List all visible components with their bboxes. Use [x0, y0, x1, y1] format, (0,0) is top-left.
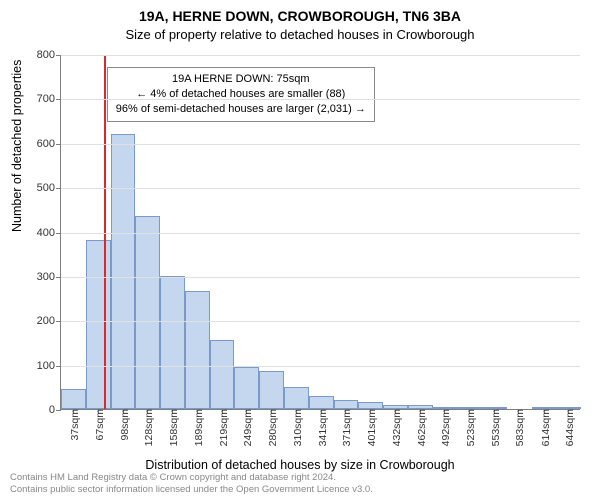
xtick-label: 401sqm: [362, 409, 378, 446]
gridline-h: [61, 233, 580, 234]
ytick-label: 700: [37, 93, 61, 105]
plot-area: 19A HERNE DOWN: 75sqm ← 4% of detached h…: [60, 55, 580, 410]
x-axis-label: Distribution of detached houses by size …: [0, 458, 600, 472]
xtick-label: 219sqm: [214, 409, 230, 446]
xtick-label: 249sqm: [238, 409, 254, 446]
footer-line1: Contains HM Land Registry data © Crown c…: [10, 472, 373, 484]
chart-container: { "chart": { "type": "histogram", "title…: [0, 0, 600, 500]
annotation-line1: 19A HERNE DOWN: 75sqm: [116, 72, 366, 87]
xtick-label: 341sqm: [313, 409, 329, 446]
xtick-label: 583sqm: [510, 409, 526, 446]
histogram-bar: [210, 340, 235, 409]
histogram-bar: [160, 276, 185, 409]
chart-subtitle: Size of property relative to detached ho…: [0, 25, 600, 43]
chart-title: 19A, HERNE DOWN, CROWBOROUGH, TN6 3BA: [0, 0, 600, 25]
xtick-label: 523sqm: [461, 409, 477, 446]
gridline-h: [61, 366, 580, 367]
xtick-label: 37sqm: [65, 409, 81, 441]
histogram-bar: [135, 216, 160, 409]
ytick-label: 400: [37, 227, 61, 239]
xtick-label: 644sqm: [560, 409, 576, 446]
xtick-label: 280sqm: [263, 409, 279, 446]
xtick-label: 462sqm: [412, 409, 428, 446]
xtick-label: 189sqm: [189, 409, 205, 446]
ytick-label: 800: [37, 49, 61, 61]
footer-line2: Contains public sector information licen…: [10, 484, 373, 496]
histogram-bar: [309, 396, 334, 409]
histogram-bar: [61, 389, 86, 409]
histogram-bar: [111, 134, 136, 409]
histogram-bar: [185, 291, 210, 409]
histogram-bar: [86, 240, 111, 409]
gridline-h: [61, 99, 580, 100]
xtick-label: 553sqm: [486, 409, 502, 446]
ytick-label: 200: [37, 315, 61, 327]
histogram-bar: [234, 367, 259, 409]
gridline-h: [61, 188, 580, 189]
ytick-label: 300: [37, 271, 61, 283]
xtick-label: 128sqm: [139, 409, 155, 446]
footer-attribution: Contains HM Land Registry data © Crown c…: [10, 472, 373, 496]
xtick-label: 371sqm: [337, 409, 353, 446]
ytick-label: 500: [37, 182, 61, 194]
ytick-label: 0: [49, 404, 61, 416]
gridline-h: [61, 144, 580, 145]
xtick-label: 614sqm: [536, 409, 552, 446]
gridline-h: [61, 277, 580, 278]
histogram-bar: [284, 387, 309, 409]
histogram-bar: [358, 402, 383, 409]
xtick-label: 310sqm: [288, 409, 304, 446]
gridline-h: [61, 55, 580, 56]
histogram-bar: [259, 371, 284, 409]
xtick-label: 98sqm: [115, 409, 131, 441]
ytick-label: 100: [37, 360, 61, 372]
y-axis-label: Number of detached properties: [10, 60, 24, 232]
xtick-label: 432sqm: [387, 409, 403, 446]
xtick-label: 67sqm: [90, 409, 106, 441]
annotation-line3: 96% of semi-detached houses are larger (…: [116, 102, 366, 117]
ytick-label: 600: [37, 138, 61, 150]
gridline-h: [61, 321, 580, 322]
histogram-bar: [334, 400, 359, 409]
annotation-box: 19A HERNE DOWN: 75sqm ← 4% of detached h…: [107, 67, 375, 122]
xtick-label: 158sqm: [164, 409, 180, 446]
xtick-label: 492sqm: [436, 409, 452, 446]
